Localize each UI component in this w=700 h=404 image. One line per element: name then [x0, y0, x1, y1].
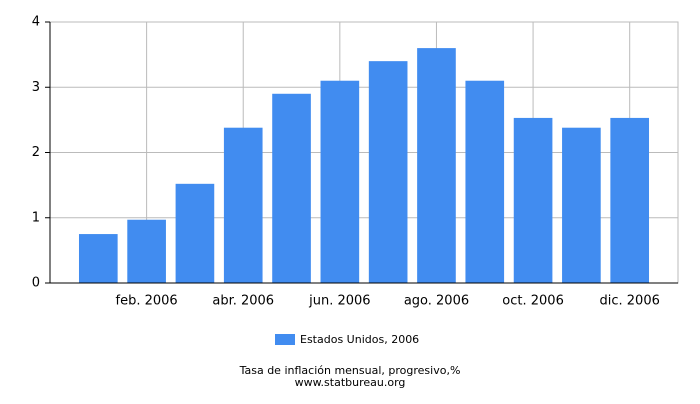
- legend-label: Estados Unidos, 2006: [300, 333, 419, 346]
- x-tick-label: abr. 2006: [212, 294, 274, 309]
- x-tick-label: jun. 2006: [308, 294, 370, 309]
- x-tick-label: ago. 2006: [404, 294, 469, 309]
- y-tick-label: 3: [32, 80, 40, 95]
- bar: [175, 183, 215, 283]
- x-tick-label: feb. 2006: [116, 294, 178, 309]
- y-tick-label: 1: [32, 210, 40, 225]
- x-tick-label: dic. 2006: [600, 294, 660, 309]
- legend-swatch: [275, 334, 295, 345]
- bar: [417, 48, 456, 283]
- bar: [127, 219, 166, 283]
- bar: [223, 127, 263, 283]
- caption: Tasa de inflación mensual, progresivo,%: [239, 364, 461, 377]
- bar: [562, 127, 601, 283]
- bar: [513, 117, 553, 283]
- bar: [272, 93, 311, 284]
- y-tick-label: 2: [32, 145, 40, 160]
- bar: [465, 80, 505, 283]
- y-tick-label: 4: [32, 15, 40, 30]
- bar: [78, 234, 118, 283]
- bar: [320, 80, 360, 283]
- source: www.statbureau.org: [295, 376, 406, 389]
- y-tick-label: 0: [32, 276, 40, 291]
- x-tick-label: oct. 2006: [502, 294, 564, 309]
- bar: [368, 61, 408, 284]
- bar: [610, 117, 650, 283]
